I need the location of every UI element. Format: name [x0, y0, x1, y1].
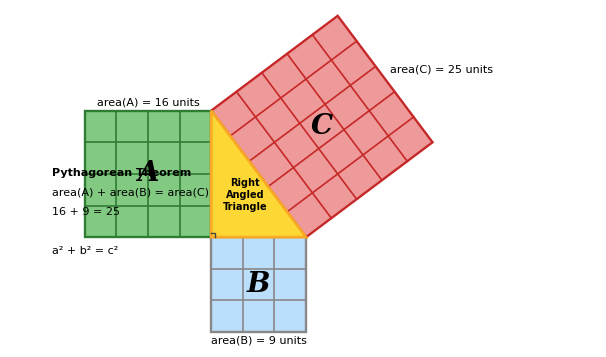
Text: area(B) = 9 units: area(B) = 9 units [211, 336, 307, 346]
Text: 16 + 9 = 25: 16 + 9 = 25 [52, 207, 120, 217]
Text: C: C [311, 113, 333, 140]
Text: area(A) + area(B) = area(C): area(A) + area(B) = area(C) [52, 188, 209, 198]
Text: A: A [137, 160, 159, 187]
Polygon shape [211, 237, 306, 332]
Polygon shape [211, 16, 433, 237]
Polygon shape [85, 111, 211, 237]
Text: area(C) = 25 units: area(C) = 25 units [390, 65, 493, 75]
Text: Pythagorean Theorem: Pythagorean Theorem [52, 168, 191, 178]
Text: B: B [247, 271, 270, 298]
Text: Right
Angled
Triangle: Right Angled Triangle [223, 178, 268, 212]
Text: area(A) = 16 units: area(A) = 16 units [96, 97, 199, 107]
Text: a² + b² = c²: a² + b² = c² [52, 246, 118, 256]
Polygon shape [211, 111, 306, 237]
